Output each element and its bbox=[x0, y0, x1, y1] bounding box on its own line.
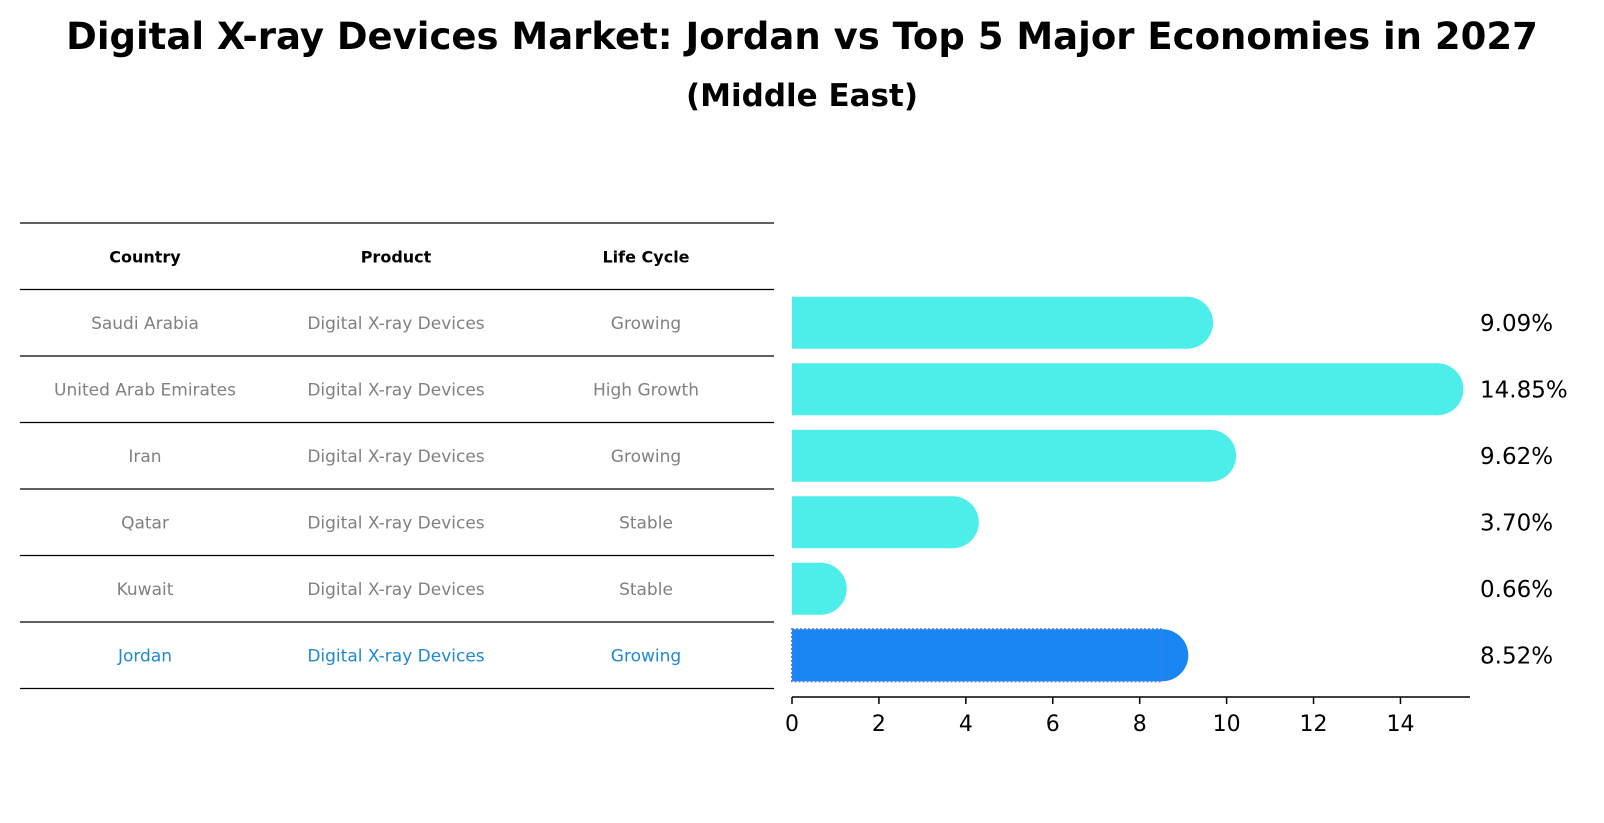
table-cell: Growing bbox=[611, 646, 681, 666]
bar-kuwait bbox=[792, 562, 847, 615]
x-tick-label: 8 bbox=[1133, 712, 1147, 737]
value-label: 8.52% bbox=[1480, 643, 1553, 669]
table-cell: Growing bbox=[611, 314, 681, 334]
table-header-cell: Life Cycle bbox=[602, 247, 689, 266]
bar-saudi-arabia bbox=[792, 296, 1214, 349]
bar-cap bbox=[794, 562, 847, 615]
bar-cap bbox=[1411, 363, 1464, 416]
value-label: 0.66% bbox=[1480, 577, 1553, 603]
x-tick-label: 0 bbox=[785, 712, 799, 737]
chart-subtitle: (Middle East) bbox=[685, 78, 918, 114]
value-label: 9.62% bbox=[1480, 444, 1553, 470]
x-tick-label: 10 bbox=[1213, 712, 1241, 737]
bar-cap bbox=[1161, 296, 1214, 349]
value-label: 3.70% bbox=[1480, 510, 1553, 536]
table-cell: United Arab Emirates bbox=[54, 380, 236, 400]
bar-cap bbox=[926, 496, 979, 549]
value-labels: 9.09% 14.85% 9.62% 3.70% 0.66% 8.52% bbox=[1480, 311, 1568, 670]
bar-body bbox=[792, 363, 1438, 416]
table-cell: Saudi Arabia bbox=[91, 314, 199, 334]
bar-body bbox=[792, 429, 1211, 482]
x-tick-label: 6 bbox=[1046, 712, 1060, 737]
table-cell: Growing bbox=[611, 447, 681, 467]
bar-iran bbox=[792, 429, 1237, 482]
value-label: 14.85% bbox=[1480, 377, 1568, 403]
x-axis: 0 2 4 6 8 10 12 14 bbox=[785, 696, 1470, 737]
table-header-cell: Country bbox=[109, 247, 181, 266]
table-cell: Digital X-ray Devices bbox=[307, 447, 484, 467]
table-cell: Iran bbox=[128, 447, 161, 467]
bar-united-arab-emirates bbox=[792, 363, 1464, 416]
bar-plot bbox=[791, 296, 1464, 683]
table-cell: Kuwait bbox=[117, 580, 174, 600]
table-cell: Stable bbox=[619, 513, 673, 533]
table-cell: Digital X-ray Devices bbox=[307, 513, 484, 533]
value-label: 9.09% bbox=[1480, 311, 1553, 337]
table-cell: Digital X-ray Devices bbox=[307, 580, 484, 600]
data-table: Country Product Life Cycle Saudi Arabia Digi… bbox=[20, 222, 774, 690]
table-cell: High Growth bbox=[593, 380, 699, 400]
x-tick-label: 14 bbox=[1386, 712, 1414, 737]
table-cell: Qatar bbox=[121, 513, 169, 533]
table-cell: Digital X-ray Devices bbox=[307, 646, 484, 666]
bar-cap bbox=[1184, 429, 1237, 482]
table-header-cell: Product bbox=[361, 247, 432, 266]
chart-title: Digital X-ray Devices Market: Jordan vs … bbox=[66, 15, 1538, 58]
table-cell: Digital X-ray Devices bbox=[307, 314, 484, 334]
x-tick-label: 2 bbox=[872, 712, 886, 737]
x-tick-label: 12 bbox=[1300, 712, 1328, 737]
bar-body bbox=[792, 629, 1163, 682]
bar-body bbox=[792, 296, 1188, 349]
table-cell: Digital X-ray Devices bbox=[307, 380, 484, 400]
bar-body bbox=[792, 496, 953, 549]
bar-jordan bbox=[791, 628, 1189, 683]
bar-qatar bbox=[792, 496, 979, 549]
bar-outline bbox=[791, 628, 1164, 683]
table-cell: Jordan bbox=[117, 646, 172, 666]
x-tick-label: 4 bbox=[959, 712, 973, 737]
table-cell: Stable bbox=[619, 580, 673, 600]
